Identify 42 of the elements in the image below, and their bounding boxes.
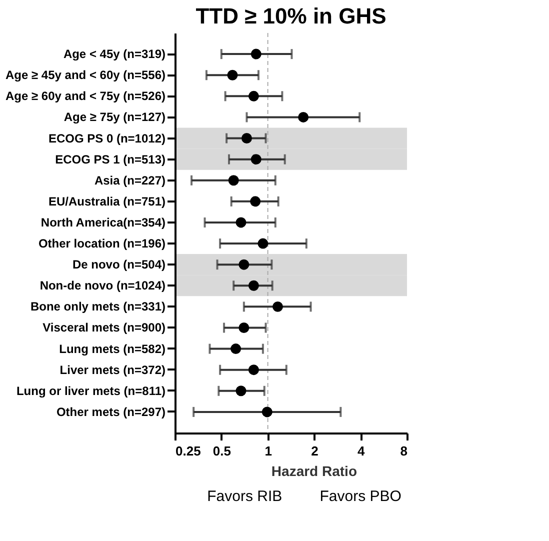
point xyxy=(241,133,252,144)
point xyxy=(236,217,246,228)
y-tick-label: ECOG PS 0 (n=1012) xyxy=(48,131,166,146)
y-tick-label: North America(n=354) xyxy=(40,215,166,230)
y-tick-label: Age < 45y (n=319) xyxy=(63,47,166,62)
y-tick-label: Non-de novo (n=1024) xyxy=(40,278,166,293)
text: Favors PBO xyxy=(320,488,402,505)
point xyxy=(262,406,272,418)
point xyxy=(248,280,259,291)
y-tick-label: Other location (n=196) xyxy=(38,236,166,251)
point xyxy=(250,196,261,207)
y-tick-label: Bone only mets (n=331) xyxy=(30,300,166,314)
x-tick-label: 1 xyxy=(264,444,272,458)
y-tick-label: Liver mets (n=372) xyxy=(60,362,166,377)
point xyxy=(258,238,268,249)
point xyxy=(250,48,262,60)
point xyxy=(236,386,246,396)
y-tick-label: Lung or liver mets (n=811) xyxy=(16,384,166,398)
point xyxy=(250,154,262,165)
x-axis-title: Hazard Ratio xyxy=(271,463,357,479)
x-tick-label: 2 xyxy=(311,444,318,458)
point xyxy=(230,344,242,354)
y-tick-label: Asia (n=227) xyxy=(94,173,166,188)
y-tick-label: Other mets (n=297) xyxy=(56,404,166,419)
x-tick-label: 8 xyxy=(400,444,408,458)
chart-title: TTD ≥ 10% in GHS xyxy=(196,4,386,28)
y-tick-label: Visceral mets (n=900) xyxy=(42,320,166,335)
y-tick-label: Age ≥ 60y and < 75y (n=526) xyxy=(6,89,166,104)
y-tick-label: Lung mets (n=582) xyxy=(59,342,166,356)
point xyxy=(238,322,250,333)
point xyxy=(238,259,250,270)
y-tick-label: De novo (n=504) xyxy=(72,258,166,272)
y-tick-label: Age ≥ 45y and < 60y (n=556) xyxy=(6,68,166,82)
y-tick-label: EU/Australia (n=751) xyxy=(48,194,166,208)
x-tick-label: 0.25 xyxy=(176,444,201,458)
y-tick-label: ECOG PS 1 (n=513) xyxy=(55,152,166,166)
point xyxy=(248,90,259,102)
x-tick-label: 4 xyxy=(357,444,366,458)
y-tick-label: Age ≥ 75y (n=127) xyxy=(64,110,166,124)
text: Favors RIB xyxy=(207,488,282,505)
x-tick-label: 0.5 xyxy=(212,444,231,458)
point xyxy=(248,364,259,376)
